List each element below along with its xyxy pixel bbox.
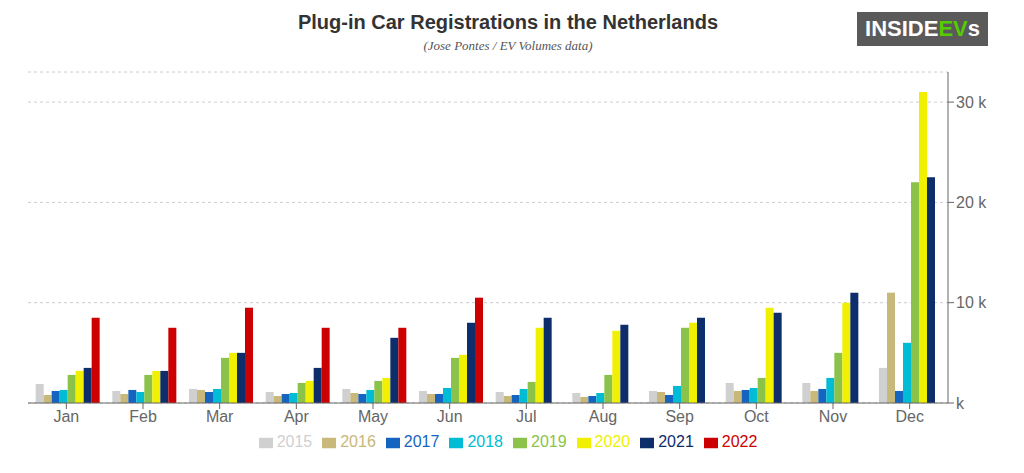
html-text:2022: 2022	[721, 433, 758, 450]
html-text:INSIDE EV s: INSIDE EV s	[865, 16, 980, 41]
html-text:Plug-in Car Registrations in t: Plug-in Car Registrations in the Netherl…	[298, 11, 718, 33]
html-text:2020: 2020	[594, 433, 631, 450]
html-text:2019: 2019	[531, 433, 567, 450]
svg-text:Mar: Mar	[206, 408, 234, 425]
svg-text:Dec: Dec	[895, 408, 923, 425]
svg-text:Aug: Aug	[589, 408, 617, 425]
svg-text:Oct: Oct	[744, 408, 769, 425]
svg-text:30 k: 30 k	[956, 94, 987, 111]
svg-text:May: May	[358, 408, 388, 425]
html-text:2016: 2016	[340, 433, 376, 450]
svg-text:k: k	[956, 395, 965, 412]
svg-text:Jan: Jan	[53, 408, 79, 425]
html-text:2017: 2017	[403, 433, 440, 450]
svg-text:Jun: Jun	[437, 408, 463, 425]
svg-text:Sep: Sep	[665, 408, 694, 425]
svg-text:Feb: Feb	[129, 408, 157, 425]
html-text:2015: 2015	[276, 433, 313, 450]
svg-text:20 k: 20 k	[956, 194, 987, 211]
svg-text:10 k: 10 k	[956, 294, 987, 311]
html-text:2018: 2018	[467, 433, 503, 450]
html-text:2021: 2021	[658, 433, 694, 450]
svg-text:Jul: Jul	[516, 408, 536, 425]
svg-text:Apr: Apr	[284, 408, 310, 425]
svg-text:Nov: Nov	[819, 408, 847, 425]
html-text:(Jose Pontes / EV Volumes data: (Jose Pontes / EV Volumes data)	[423, 38, 593, 53]
